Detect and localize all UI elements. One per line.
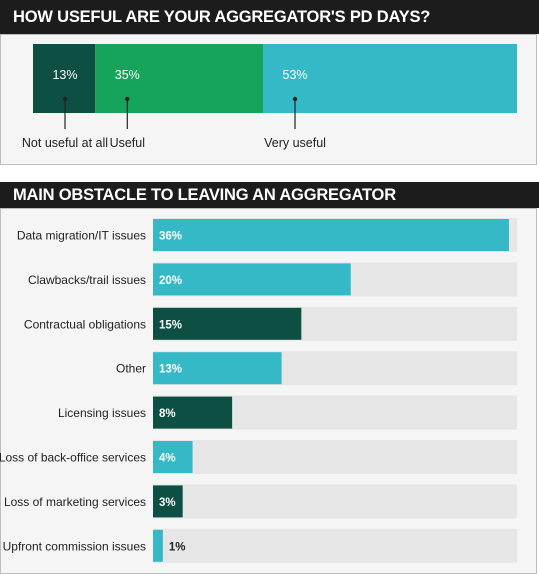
segment-category-label: Useful — [110, 136, 145, 150]
segment-value-label: 35% — [115, 68, 140, 82]
bar — [153, 485, 183, 518]
bar — [153, 441, 193, 473]
bar-category-label: Other — [116, 362, 146, 376]
chart-1-svg: 13% Not useful at all 35% Useful 53% Very use… — [22, 44, 517, 150]
bar — [153, 352, 282, 385]
segment-value-label: 13% — [52, 68, 77, 82]
segment-category-label: Not useful at all — [22, 136, 108, 150]
segment-bar — [95, 44, 264, 113]
bar-value-label: 15% — [159, 319, 182, 331]
bar-track — [153, 440, 517, 474]
bar-value-label: 3% — [159, 497, 176, 509]
bar — [153, 396, 233, 429]
chart-2-title: MAIN OBSTACLE TO LEAVING AN AGGREGATOR — [0, 182, 539, 208]
bar-value-label: 13% — [159, 364, 182, 376]
segment-pointer-dot — [125, 96, 130, 102]
bar — [153, 219, 509, 251]
segment-bar — [263, 44, 517, 113]
segment-bar — [33, 44, 96, 113]
bar-value-label: 36% — [159, 231, 182, 243]
bar-category-label: Licensing issues — [58, 406, 146, 420]
bar-track — [153, 528, 517, 563]
bar-category-label: Clawbacks/trail issues — [28, 273, 146, 287]
bar-value-label: 4% — [159, 453, 176, 465]
bar-category-label: Contractual obligations — [24, 317, 146, 331]
bar-value-label: 1% — [169, 541, 186, 553]
segment-category-label: Very useful — [264, 136, 326, 150]
bar-track — [153, 484, 517, 519]
bar-value-label: 8% — [159, 408, 176, 420]
bar-category-label: Data migration/IT issues — [17, 229, 146, 243]
bar — [153, 529, 163, 562]
bar-value-label: 20% — [159, 275, 182, 287]
bar — [153, 263, 351, 296]
bar-category-label: Upfront commission issues — [3, 539, 146, 553]
segment-pointer-dot — [292, 96, 298, 102]
chart-1-title: HOW USEFUL ARE YOUR AGGREGATOR'S PD DAYS… — [0, 0, 539, 34]
segment-value-label: 53% — [283, 68, 308, 82]
bar-category-label: Loss of marketing services — [4, 495, 146, 509]
bar-category-label: Loss of back-office services — [0, 451, 146, 465]
segment-pointer-dot — [62, 96, 68, 102]
bar — [153, 307, 302, 340]
